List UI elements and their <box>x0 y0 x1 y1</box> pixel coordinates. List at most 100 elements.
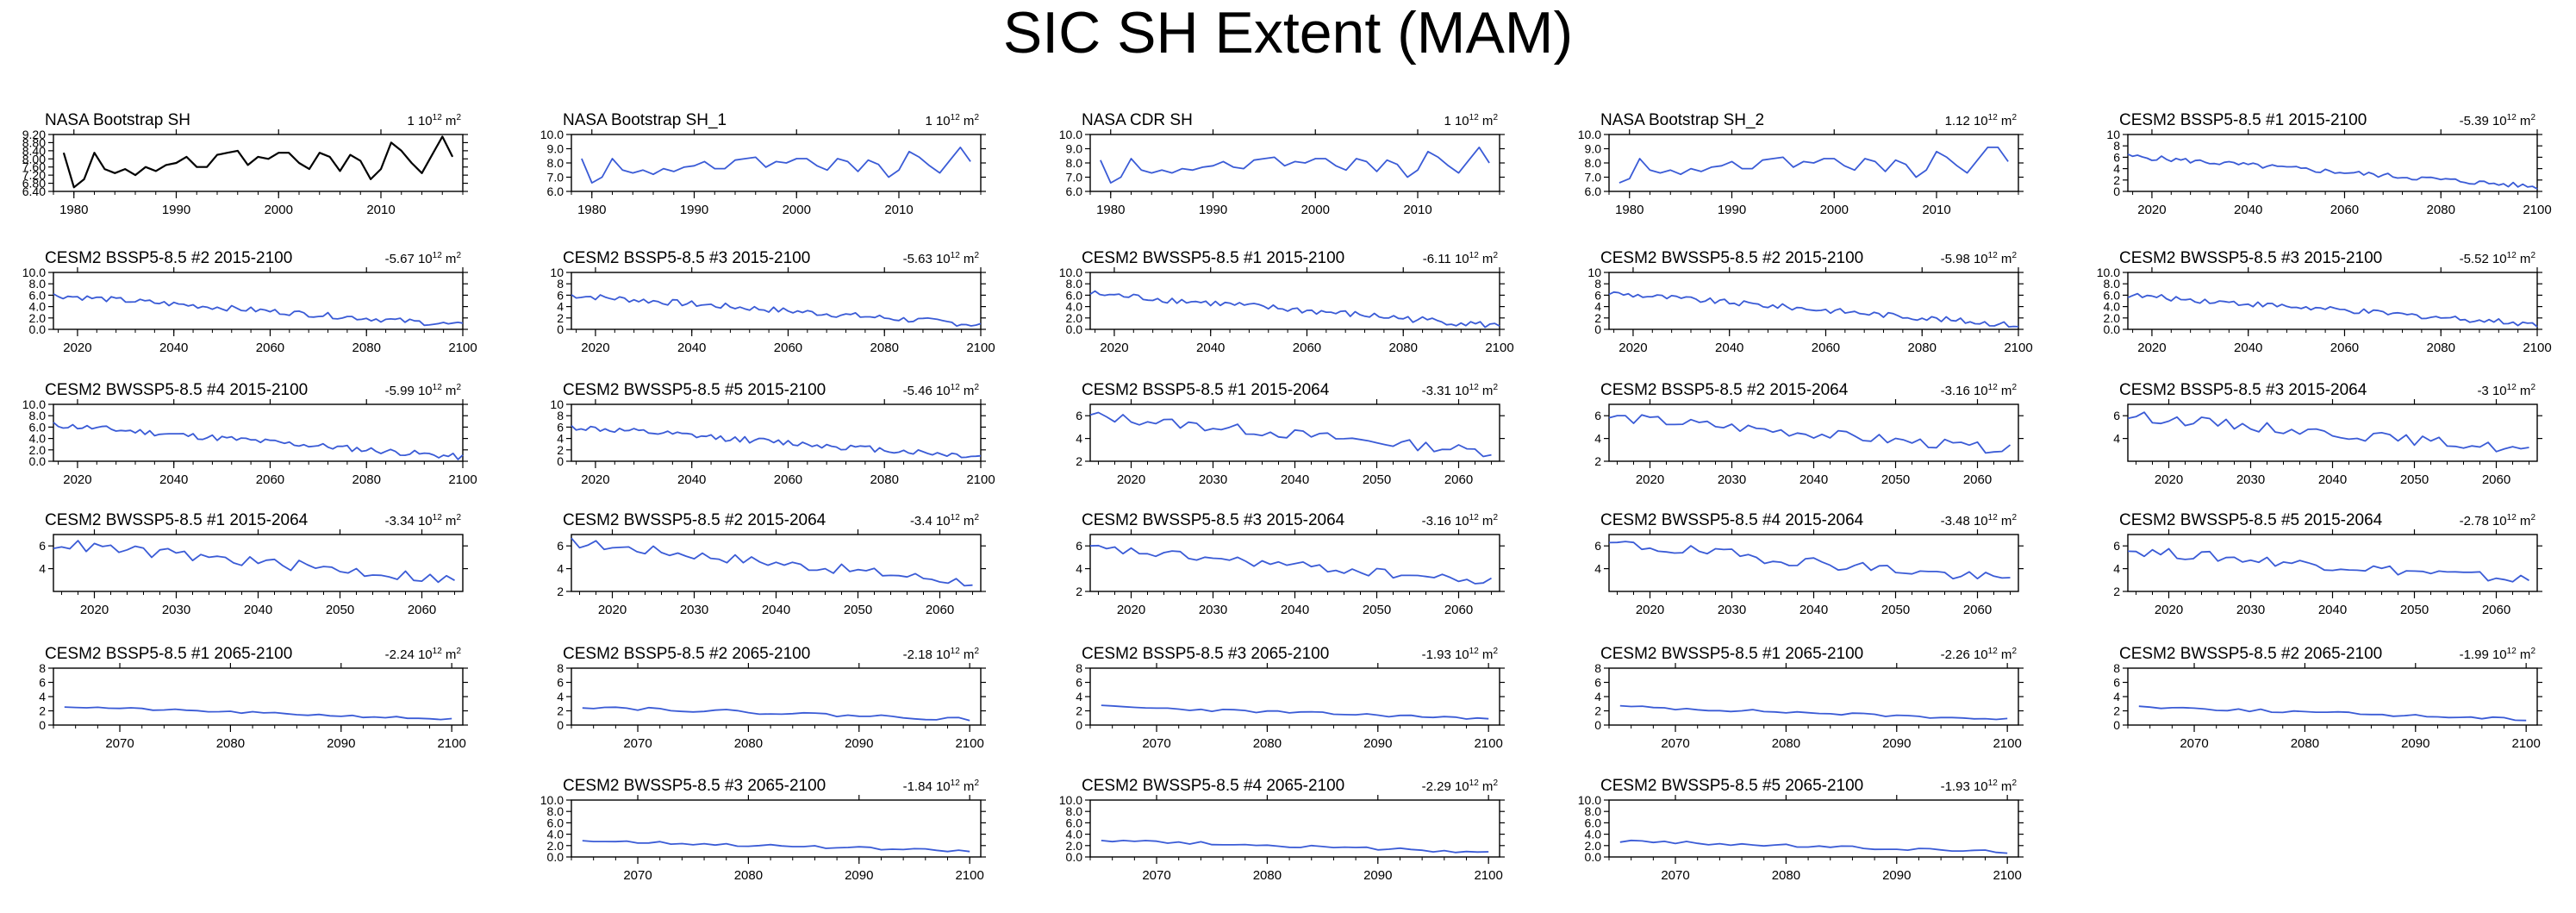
plot-frame <box>1608 534 2019 592</box>
y-tick-label: 10.0 <box>540 128 564 141</box>
y-tick-label: 6.80 <box>22 177 46 191</box>
x-tick-label: 2080 <box>1772 736 1800 751</box>
y-tick-label: 0 <box>1076 718 1082 732</box>
x-tick-label: 2090 <box>2401 736 2429 751</box>
x-tick-label: 2050 <box>844 603 872 617</box>
plot-frame <box>53 403 464 462</box>
x-tick-label: 1980 <box>1615 203 1644 217</box>
trend-label: -2.24 1012 m2 <box>385 647 462 662</box>
y-tick-label: 2 <box>2113 173 2120 187</box>
y-tick-label: 0 <box>1594 322 1601 336</box>
y-tick-label: 10.0 <box>22 266 46 279</box>
y-tick-label: 7.0 <box>547 171 564 184</box>
y-tick-label: 8.00 <box>22 152 46 166</box>
y-tick-label: 2 <box>2113 585 2120 598</box>
y-tick-label: 6 <box>1594 409 1601 422</box>
panel-22: CESM2 BSSP5-8.5 #2 2065-2100 -2.18 1012 m… <box>557 645 986 751</box>
x-tick-label: 2060 <box>1963 472 1992 487</box>
y-tick-label: 8.0 <box>547 156 564 170</box>
y-tick-label: 0.0 <box>1066 850 1083 864</box>
panel-title: CESM2 BSSP5-8.5 #3 2015-2064 <box>2119 381 2367 399</box>
x-tick-label: 2040 <box>159 472 188 487</box>
y-tick-label: 10.0 <box>1059 793 1082 807</box>
x-tick-label: 2100 <box>1485 341 1513 355</box>
y-tick-label: 6.0 <box>1066 184 1083 198</box>
series-line <box>2127 411 2529 453</box>
x-tick-label: 2050 <box>1881 472 1910 487</box>
x-tick-label: 2090 <box>1882 736 1911 751</box>
y-tick-label: 6 <box>39 539 46 553</box>
trend-label: -3 1012 m2 <box>2477 383 2535 398</box>
x-tick-label: 2060 <box>1812 341 1840 355</box>
plot-frame <box>2127 272 2538 330</box>
y-tick-label: 10.0 <box>1059 266 1082 279</box>
trend-label: 1 1012 m2 <box>925 113 979 128</box>
x-tick-label: 1990 <box>162 203 190 217</box>
panel-title: CESM2 BSSP5-8.5 #3 2065-2100 <box>1082 645 1329 663</box>
y-tick-label: 8.0 <box>2104 277 2121 291</box>
panel-title: CESM2 BWSSP5-8.5 #3 2015-2064 <box>1082 511 1345 529</box>
x-tick-label: 1980 <box>59 203 88 217</box>
series-line <box>582 706 970 722</box>
panel-title: NASA Bootstrap SH <box>45 111 190 129</box>
y-tick-label: 4 <box>557 300 564 314</box>
y-tick-label: 8 <box>557 661 564 675</box>
y-tick-label: 8.0 <box>1585 804 1602 818</box>
plot-frame <box>1608 799 2019 858</box>
y-tick-label: 2 <box>2113 704 2120 718</box>
y-tick-label: 6.0 <box>29 288 47 302</box>
x-tick-label: 1990 <box>680 203 708 217</box>
x-tick-label: 2060 <box>774 341 802 355</box>
trend-label: -1.93 1012 m2 <box>1422 647 1499 662</box>
x-tick-label: 2080 <box>734 868 763 883</box>
y-tick-label: 8.0 <box>1585 156 1602 170</box>
y-tick-label: 6 <box>1076 539 1082 553</box>
y-tick-label: 6 <box>2113 539 2120 553</box>
y-tick-label: 4 <box>1076 432 1082 446</box>
y-tick-label: 6 <box>39 676 46 690</box>
x-tick-label: 2010 <box>366 203 395 217</box>
panel-4: NASA Bootstrap SH_2 1.12 1012 m2 6.07.08.0… <box>1578 111 2024 217</box>
trend-label: -3.34 1012 m2 <box>385 513 462 528</box>
panel-title: CESM2 BSSP5-8.5 #2 2015-2064 <box>1600 381 1849 399</box>
y-tick-label: 9.0 <box>547 142 564 156</box>
y-tick-label: 10.0 <box>22 397 46 411</box>
plot-frame <box>53 667 464 726</box>
x-tick-label: 2100 <box>2004 341 2032 355</box>
series-line <box>581 146 971 184</box>
x-tick-label: 2020 <box>581 341 609 355</box>
x-tick-label: 2100 <box>955 868 983 883</box>
series-line <box>1608 541 2011 580</box>
x-tick-label: 2100 <box>1993 736 2021 751</box>
x-tick-label: 2020 <box>80 603 109 617</box>
x-tick-label: 2100 <box>1993 868 2021 883</box>
y-tick-label: 2 <box>1076 704 1082 718</box>
x-tick-label: 2060 <box>256 341 284 355</box>
x-tick-label: 2050 <box>1881 603 1910 617</box>
y-tick-label: 6 <box>2113 676 2120 690</box>
y-tick-label: 8.0 <box>1066 277 1083 291</box>
x-tick-label: 2020 <box>1100 341 1128 355</box>
series-line <box>53 422 464 460</box>
panel-7: CESM2 BSSP5-8.5 #3 2015-2100 -5.63 1012 m… <box>550 249 995 355</box>
y-tick-label: 0 <box>557 322 564 336</box>
x-tick-label: 2080 <box>870 472 899 487</box>
y-tick-label: 4 <box>557 690 564 704</box>
y-tick-label: 0 <box>2113 184 2120 198</box>
y-tick-label: 0 <box>39 718 46 732</box>
y-tick-label: 6 <box>557 676 564 690</box>
panel-16: CESM2 BWSSP5-8.5 #1 2015-2064 -3.34 1012 … <box>39 511 468 617</box>
y-tick-label: 10 <box>550 397 564 411</box>
y-tick-label: 2.0 <box>29 311 47 325</box>
y-tick-label: 2.0 <box>29 443 47 457</box>
plot-frame <box>1089 272 1500 330</box>
trend-label: -2.18 1012 m2 <box>903 647 980 662</box>
x-tick-label: 2030 <box>162 603 190 617</box>
panel-title: NASA Bootstrap SH_2 <box>1600 111 1764 129</box>
y-tick-label: 9.20 <box>22 128 46 141</box>
plot-frame <box>1089 799 1500 858</box>
trend-label: -2.29 1012 m2 <box>1422 779 1499 794</box>
x-tick-label: 2040 <box>1799 603 1828 617</box>
